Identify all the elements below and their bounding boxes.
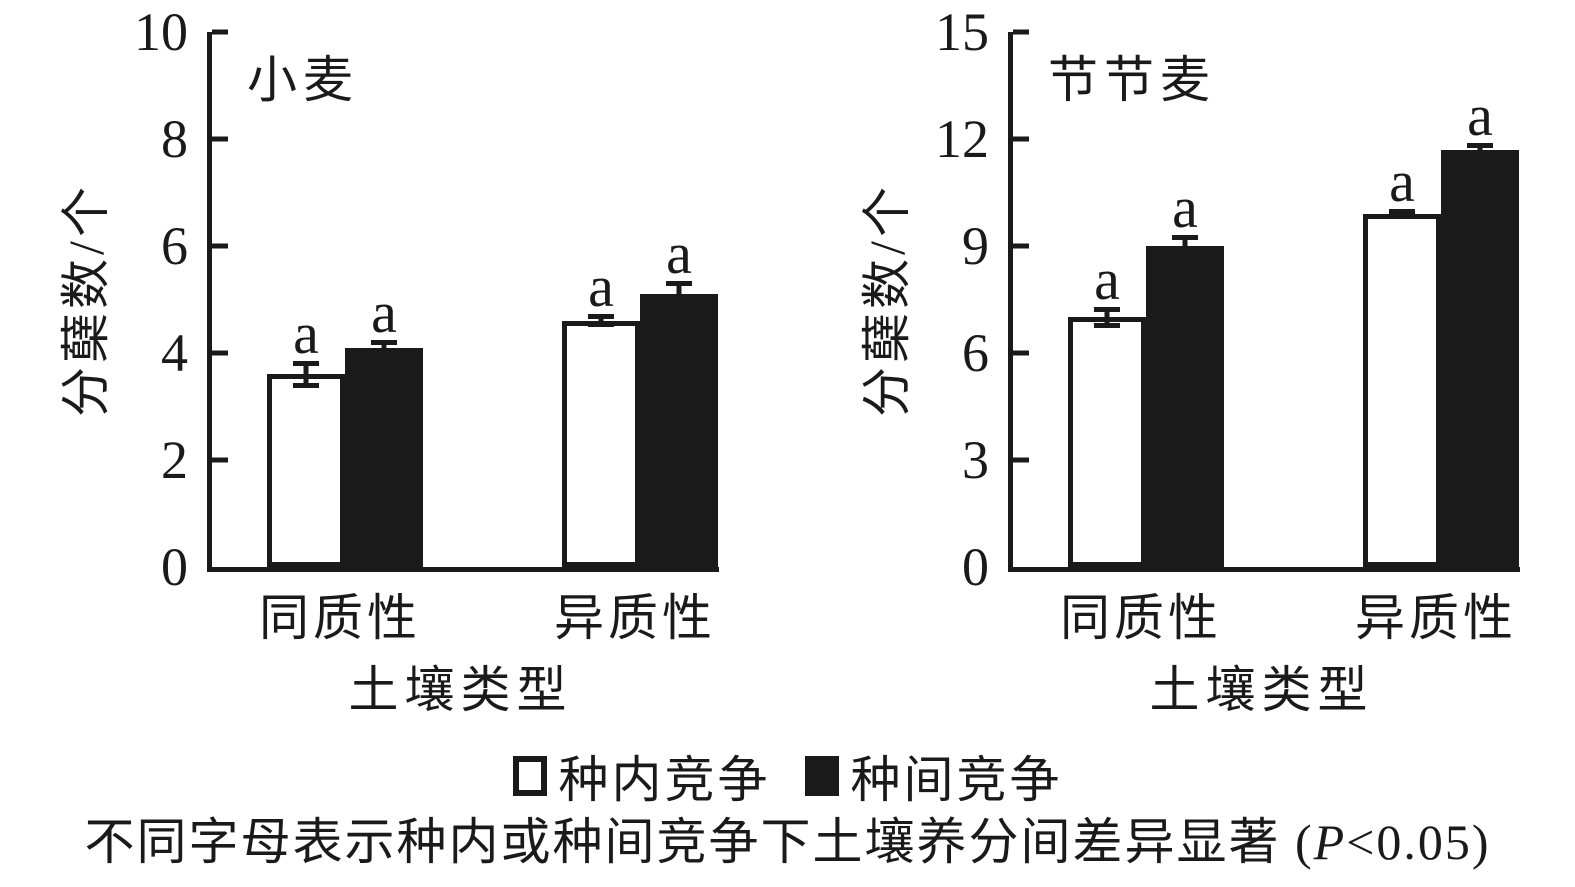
bar bbox=[1068, 317, 1146, 567]
y-tick-mark bbox=[1013, 29, 1029, 35]
error-bar-cap bbox=[1094, 323, 1120, 329]
y-tick-label: 0 bbox=[161, 537, 188, 597]
error-bar bbox=[1172, 235, 1198, 257]
bar bbox=[1363, 213, 1441, 567]
error-bar-cap bbox=[1467, 142, 1493, 148]
legend: 种内竞争 种间竞争 bbox=[0, 740, 1575, 812]
legend-label: 种间竞争 bbox=[850, 752, 1063, 808]
error-bar-line bbox=[381, 339, 387, 356]
significance-letter: a bbox=[1389, 148, 1415, 214]
y-tick-mark bbox=[212, 350, 228, 356]
bar bbox=[1441, 149, 1519, 567]
error-bar-line bbox=[1104, 306, 1110, 329]
error-bar bbox=[371, 339, 397, 356]
y-tick-mark bbox=[1013, 350, 1029, 356]
chart-title: 小麦 bbox=[247, 52, 359, 108]
error-bar-cap bbox=[1094, 306, 1120, 312]
caption: 不同字母表示种内或种间竞争下土壤养分间差异显著 (P<0.05) bbox=[0, 802, 1575, 874]
bar bbox=[345, 347, 423, 567]
error-bar bbox=[1467, 142, 1493, 157]
error-bar bbox=[293, 361, 319, 388]
error-bar bbox=[666, 280, 692, 308]
category-label: 异质性 bbox=[1355, 590, 1517, 646]
error-bar-cap bbox=[1172, 251, 1198, 257]
error-bar-cap bbox=[1389, 208, 1415, 214]
filled-square-swatch-icon bbox=[804, 756, 839, 796]
error-bar-cap bbox=[1172, 235, 1198, 241]
error-bar-line bbox=[1477, 142, 1483, 157]
legend-item-intraspecific: 种内竞争 bbox=[512, 740, 771, 812]
y-tick-mark bbox=[1013, 243, 1029, 249]
y-tick-mark bbox=[212, 136, 228, 142]
x-category-labels: 同质性 异质性 bbox=[1008, 578, 1515, 646]
x-category-labels: 同质性 异质性 bbox=[207, 578, 714, 646]
error-bar-cap bbox=[588, 314, 614, 320]
bar bbox=[1146, 246, 1224, 567]
y-tick-label: 6 bbox=[161, 216, 188, 276]
significance-letter: a bbox=[293, 301, 319, 367]
error-bar-line bbox=[1182, 235, 1188, 257]
error-bar bbox=[588, 314, 614, 328]
y-tick-label: 9 bbox=[962, 216, 989, 276]
y-tick-label: 6 bbox=[962, 323, 989, 383]
y-tick-label: 8 bbox=[161, 109, 188, 169]
error-bar-cap bbox=[666, 302, 692, 308]
category-label: 同质性 bbox=[259, 590, 421, 646]
error-bar-line bbox=[598, 314, 604, 328]
bar bbox=[267, 374, 345, 567]
caption-text: 不同字母表示种内或种间竞争下土壤养分间差异显著 ( bbox=[84, 814, 1314, 870]
y-tick-mark bbox=[212, 29, 228, 35]
significance-letter: a bbox=[1094, 246, 1120, 312]
significance-letter: a bbox=[371, 279, 397, 345]
x-axis-title: 土壤类型 bbox=[1149, 662, 1374, 718]
error-bar-line bbox=[303, 361, 309, 388]
error-bar bbox=[1094, 306, 1120, 329]
caption-text: <0.05) bbox=[1346, 814, 1491, 870]
error-bar-cap bbox=[371, 350, 397, 356]
error-bar-cap bbox=[588, 322, 614, 328]
open-square-swatch-icon bbox=[512, 756, 547, 796]
y-tick-label: 10 bbox=[134, 2, 188, 62]
significance-letter: a bbox=[1467, 82, 1493, 148]
significance-letter: a bbox=[588, 254, 614, 320]
significance-letter: a bbox=[1172, 175, 1198, 241]
y-tick-mark bbox=[212, 243, 228, 249]
significance-letter: a bbox=[666, 220, 692, 286]
x-axis-title: 土壤类型 bbox=[348, 662, 573, 718]
y-tick-label: 15 bbox=[935, 2, 989, 62]
legend-item-interspecific: 种间竞争 bbox=[804, 740, 1063, 812]
y-tick-labels: 0 3 6 9 12 15 bbox=[838, 5, 989, 594]
y-tick-label: 3 bbox=[962, 430, 989, 490]
error-bar-cap bbox=[1467, 151, 1493, 157]
error-bar bbox=[1389, 208, 1415, 220]
category-label: 同质性 bbox=[1060, 590, 1222, 646]
chart-title: 节节麦 bbox=[1048, 52, 1216, 108]
bar bbox=[640, 294, 718, 567]
caption-p-symbol: P bbox=[1313, 814, 1347, 870]
y-tick-label: 12 bbox=[935, 109, 989, 169]
y-tick-label: 4 bbox=[161, 323, 188, 383]
error-bar-cap bbox=[1389, 214, 1415, 220]
y-tick-label: 2 bbox=[161, 430, 188, 490]
error-bar-cap bbox=[293, 382, 319, 388]
legend-label: 种内竞争 bbox=[558, 752, 771, 808]
error-bar-line bbox=[676, 280, 682, 308]
y-tick-label: 0 bbox=[962, 537, 989, 597]
y-tick-mark bbox=[212, 457, 228, 463]
y-tick-labels: 0 2 4 6 8 10 bbox=[37, 5, 188, 594]
y-tick-mark bbox=[1013, 457, 1029, 463]
error-bar-cap bbox=[293, 361, 319, 367]
category-label: 异质性 bbox=[554, 590, 716, 646]
error-bar-cap bbox=[371, 339, 397, 345]
error-bar-line bbox=[1399, 208, 1405, 220]
bar bbox=[562, 320, 640, 567]
error-bar-cap bbox=[666, 280, 692, 286]
y-tick-mark bbox=[1013, 136, 1029, 142]
